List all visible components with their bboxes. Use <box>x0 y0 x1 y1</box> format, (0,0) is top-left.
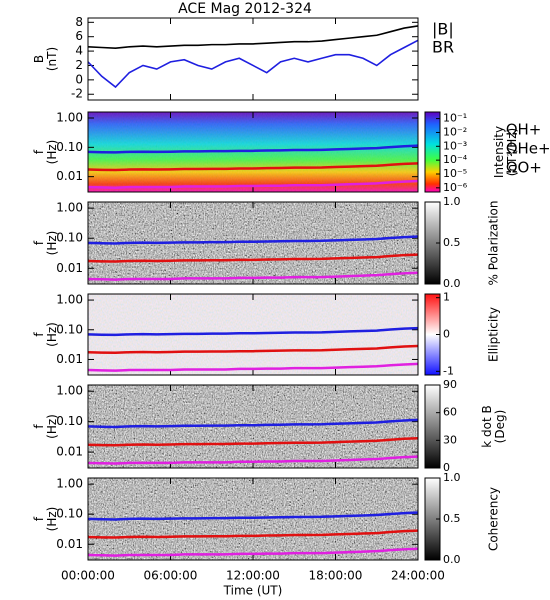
y-tick-label: 0.10 <box>56 231 83 245</box>
series-line <box>87 547 419 557</box>
colorbar-tick-label: -1 <box>443 364 454 377</box>
colorbar-tick-label: 0 <box>443 328 450 341</box>
series-line <box>87 436 419 447</box>
legend-label: ΩH+ <box>506 121 541 139</box>
legend-label: ΩO+ <box>506 159 542 177</box>
x-tick-label: 06:00:00 <box>144 569 198 583</box>
x-tick-label: 12:00:00 <box>226 569 280 583</box>
y-tick-label: 0.01 <box>56 537 83 551</box>
series-line <box>87 144 419 154</box>
y-tick-label: 4 <box>75 44 83 58</box>
y-tick-label: 0.10 <box>56 322 83 336</box>
y-axis-label: f <box>32 424 46 429</box>
plot-frame <box>87 17 419 101</box>
colorbar-tick-label: 0.5 <box>443 236 461 249</box>
colorbar-label: Intensity <box>492 126 506 178</box>
legend-label: BR <box>432 38 454 57</box>
y-tick-label: 1.00 <box>56 293 83 307</box>
colorbar-tick-label: 10⁻¹ <box>443 112 467 125</box>
series-line <box>87 362 419 372</box>
series-line <box>87 179 419 189</box>
y-tick-label: 0.01 <box>56 261 83 275</box>
x-tick-label: 00:00:00 <box>61 569 115 583</box>
colorbar-tick-label: 1.0 <box>443 195 461 208</box>
colorbar-label: k dot B <box>480 405 494 447</box>
y-axis-label: f <box>32 149 46 154</box>
series-line <box>87 162 419 172</box>
colorbar <box>424 111 441 193</box>
colorbar-tick-label: 1.0 <box>443 471 461 484</box>
x-tick-label: 24:00:00 <box>391 569 445 583</box>
colorbar-label: Coherency <box>487 487 501 551</box>
y-axis-label: (nT) <box>45 47 59 71</box>
y-axis-label: (Hz) <box>45 414 59 439</box>
y-tick-label: 0.01 <box>56 352 83 366</box>
series-line <box>87 529 419 539</box>
colorbar-tick-label: 0.5 <box>443 512 461 525</box>
colorbar-tick-label: 10⁻² <box>443 125 467 138</box>
series-line <box>87 25 419 50</box>
y-tick-label: 0 <box>75 72 83 86</box>
y-axis-label: f <box>32 516 46 521</box>
x-tick-label: 18:00:00 <box>309 569 363 583</box>
plot-frame <box>87 384 419 469</box>
colorbar-tick-label: 10⁻⁵ <box>443 167 467 180</box>
series-line <box>87 253 419 263</box>
series-line <box>87 326 419 337</box>
y-tick-label: 1.00 <box>56 201 83 215</box>
colorbar-tick-label: 1 <box>443 291 450 304</box>
y-tick-label: 1.00 <box>56 110 83 124</box>
colorbar-tick-label: 10⁻³ <box>443 139 467 152</box>
colorbar-tick-label: 60 <box>443 406 457 419</box>
colorbar-tick-label: 0.0 <box>443 277 461 290</box>
colorbar-tick-label: 10⁻⁶ <box>443 181 468 194</box>
y-tick-label: 8 <box>75 15 83 29</box>
y-tick-label: 1.00 <box>56 477 83 491</box>
y-axis-label: (Hz) <box>45 322 59 347</box>
y-axis-label: (Hz) <box>45 140 59 165</box>
colorbar <box>424 384 441 469</box>
colorbar-label: (Deg) <box>493 410 507 444</box>
y-tick-label: 0.01 <box>56 445 83 459</box>
series-line <box>87 455 419 465</box>
y-tick-label: 2 <box>75 58 83 72</box>
chart-title: ACE Mag 2012-324 <box>178 1 312 17</box>
series-line <box>87 511 419 521</box>
y-axis-label: (Hz) <box>45 507 59 532</box>
y-tick-label: 0.10 <box>56 140 83 154</box>
plot-frame <box>87 201 419 285</box>
plot-frame <box>87 293 419 376</box>
colorbar-tick-label: 30 <box>443 433 457 446</box>
colorbar-tick-label: 90 <box>443 378 457 391</box>
colorbar-label: Ellipticity <box>487 307 501 362</box>
y-tick-label: 0.10 <box>56 414 83 428</box>
series-line <box>87 344 419 355</box>
y-axis-label: B <box>32 55 46 63</box>
y-tick-label: 0.01 <box>56 169 83 183</box>
colorbar-label: (nT²/Hz) <box>505 128 519 176</box>
x-axis-label: Time (UT) <box>223 584 283 598</box>
y-axis-label: (Hz) <box>45 231 59 256</box>
series-line <box>87 235 419 245</box>
colorbar-tick-label: 10⁻⁴ <box>443 153 468 166</box>
y-tick-label: 1.00 <box>56 384 83 398</box>
series-line <box>87 418 419 429</box>
legend-label: ΩHe+ <box>506 140 550 158</box>
y-tick-label: 0.10 <box>56 507 83 521</box>
plot-frame <box>87 477 419 561</box>
colorbar-tick-label: 0.0 <box>443 553 461 566</box>
y-tick-label: 6 <box>75 29 83 43</box>
y-tick-label: -2 <box>71 87 83 101</box>
y-axis-label: f <box>32 332 46 337</box>
y-axis-label: f <box>32 240 46 245</box>
series-line <box>87 271 419 281</box>
colorbar-tick-label: 0 <box>443 461 450 474</box>
series-line <box>87 39 419 89</box>
colorbar-label: % Polarization <box>487 201 501 286</box>
plot-frame <box>87 111 419 193</box>
legend-label: |B| <box>432 20 454 39</box>
